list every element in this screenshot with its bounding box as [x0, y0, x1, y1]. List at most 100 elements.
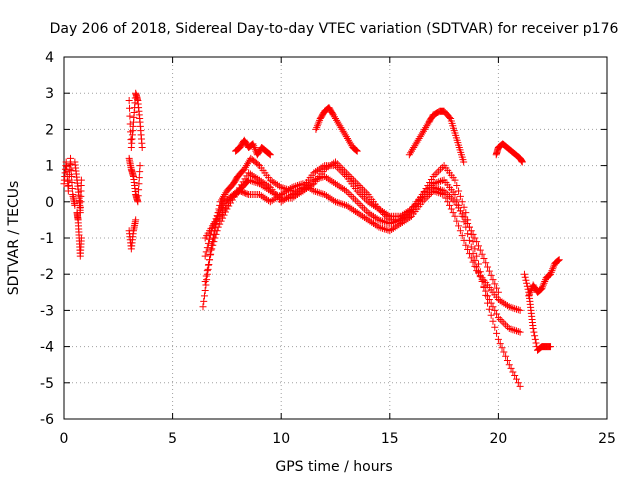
data-point — [438, 186, 446, 194]
data-point — [353, 198, 361, 206]
data-point — [203, 244, 211, 252]
data-point — [250, 172, 258, 180]
data-point — [308, 178, 316, 186]
data-point — [402, 216, 410, 224]
data-point — [353, 209, 361, 217]
data-point — [313, 166, 321, 174]
data-point — [211, 234, 219, 242]
data-point — [199, 303, 207, 311]
data-point — [347, 140, 355, 148]
data-point — [339, 169, 347, 177]
data-point — [319, 190, 327, 198]
data-point — [433, 169, 441, 177]
data-point — [67, 154, 75, 162]
data-point — [370, 220, 378, 228]
data-point — [397, 212, 405, 220]
data-point — [283, 187, 291, 195]
data-point — [357, 191, 365, 199]
grid — [64, 57, 607, 419]
data-point — [353, 187, 361, 195]
data-point — [333, 181, 341, 189]
data-point — [480, 282, 488, 290]
data-point — [451, 191, 459, 199]
x-tick-label: 15 — [381, 431, 399, 447]
data-point — [547, 343, 555, 351]
data-point — [388, 219, 396, 227]
data-point — [208, 245, 216, 253]
y-tick-label: -2 — [40, 267, 54, 283]
data-point — [460, 203, 468, 211]
data-point — [409, 203, 417, 211]
data-point — [266, 151, 274, 159]
data-point — [250, 142, 258, 150]
data-point — [416, 133, 424, 141]
data-point — [471, 234, 479, 242]
y-tick-label: -3 — [40, 303, 54, 319]
data-point — [447, 194, 455, 202]
data-point — [464, 230, 472, 238]
data-point — [134, 192, 142, 200]
data-point — [348, 205, 356, 213]
y-tick-labels: -6 -5 -4 -3 -2 -1 0 1 2 3 4 — [40, 50, 54, 428]
data-point — [337, 200, 345, 208]
y-tick-label: 2 — [45, 122, 54, 138]
data-point — [404, 207, 412, 215]
data-point — [411, 142, 419, 150]
data-point — [251, 145, 259, 153]
data-point — [455, 187, 463, 195]
data-point — [400, 217, 408, 225]
data-point — [449, 196, 457, 204]
data-point — [270, 178, 278, 186]
series-s4c — [405, 107, 468, 166]
x-tick-label: 25 — [598, 431, 616, 447]
data-point — [339, 127, 347, 135]
data-point — [446, 201, 454, 209]
data-point — [435, 167, 443, 175]
data-point — [241, 163, 249, 171]
data-point — [232, 190, 240, 198]
data-point — [554, 256, 562, 264]
data-point — [408, 147, 416, 155]
data-point — [538, 285, 546, 293]
data-point — [494, 335, 502, 343]
data-point — [209, 241, 217, 249]
series-s3c — [201, 180, 524, 314]
data-point — [518, 158, 526, 166]
data-point — [487, 311, 495, 319]
data-point — [431, 171, 439, 179]
data-point — [338, 125, 346, 133]
data-point — [353, 147, 361, 155]
data-point — [225, 202, 233, 210]
data-point — [359, 185, 367, 193]
data-point — [275, 182, 283, 190]
data-point — [446, 113, 454, 121]
data-point — [67, 166, 75, 174]
data-point — [221, 208, 229, 216]
data-point — [297, 185, 305, 193]
data-point — [456, 192, 464, 200]
data-point — [460, 236, 468, 244]
data-point — [487, 271, 495, 279]
data-point — [277, 198, 285, 206]
data-point — [341, 171, 349, 179]
data-point — [489, 276, 497, 284]
data-point — [494, 288, 502, 296]
data-point — [493, 329, 501, 337]
data-point — [473, 252, 481, 260]
data-point — [348, 192, 356, 200]
data-point — [217, 196, 225, 204]
data-point — [398, 218, 406, 226]
data-point — [418, 194, 426, 202]
data-point — [389, 224, 397, 232]
data-point — [242, 162, 250, 170]
data-point — [379, 207, 387, 215]
data-point — [424, 189, 432, 197]
data-point — [350, 194, 358, 202]
data-point — [502, 321, 510, 329]
data-point — [491, 323, 499, 331]
data-point — [206, 256, 214, 264]
series-s4d — [492, 140, 526, 166]
data-point — [344, 189, 352, 197]
data-point — [427, 185, 435, 193]
data-point — [315, 174, 323, 182]
